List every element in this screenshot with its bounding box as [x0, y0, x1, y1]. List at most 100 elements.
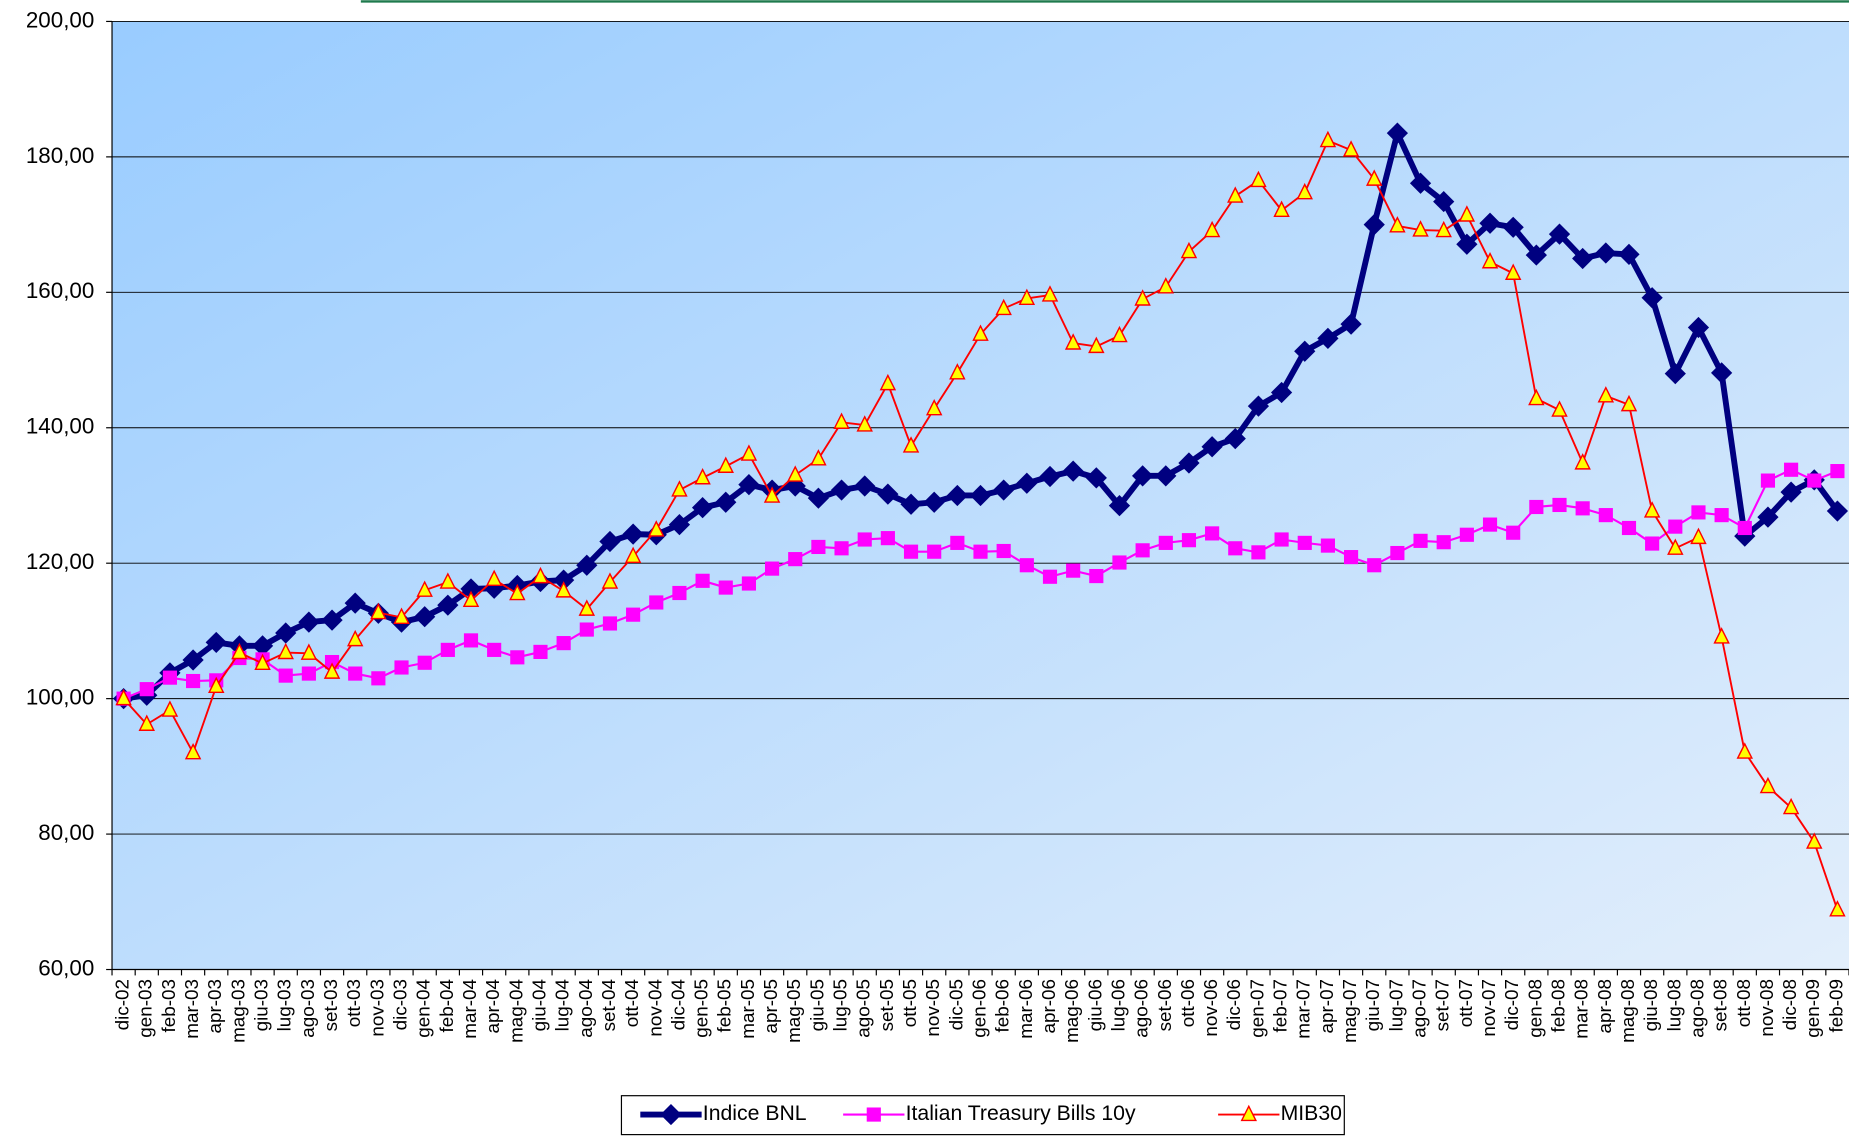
marker	[323, 662, 341, 679]
marker	[1294, 340, 1316, 362]
marker	[1155, 465, 1177, 487]
y-tick-label: 160,00	[26, 278, 94, 303]
marker	[1343, 550, 1359, 565]
x-tick-label: ott-06	[1177, 979, 1198, 1027]
marker	[648, 520, 665, 537]
marker	[1574, 453, 1591, 470]
marker	[324, 654, 340, 670]
marker	[900, 493, 922, 515]
marker	[601, 572, 619, 589]
marker	[1319, 130, 1337, 148]
marker	[1597, 386, 1615, 403]
x-tick-label: ago-04	[575, 979, 596, 1038]
legend-label: Italian Treasury Bills 10y	[906, 1102, 1136, 1125]
x-tick-label: dic-02	[112, 979, 133, 1030]
marker	[485, 569, 503, 587]
marker	[1479, 212, 1501, 234]
marker	[830, 479, 853, 501]
series	[116, 462, 1845, 706]
x-tick-label: giu-03	[251, 979, 272, 1031]
x-tick-label: feb-05	[714, 979, 735, 1032]
legend-label: MIB30	[1281, 1102, 1342, 1125]
marker	[344, 592, 366, 614]
marker	[440, 642, 455, 657]
marker	[1134, 289, 1151, 306]
y-tick-label: 120,00	[26, 549, 94, 574]
marker	[1830, 464, 1845, 479]
x-tick-label: lug-05	[830, 979, 851, 1031]
x-tick-label: gen-05	[691, 979, 712, 1038]
x-tick-label: set-05	[876, 979, 897, 1031]
x-tick-label: mar-07	[1293, 979, 1314, 1039]
x-tick-label: dic-06	[1223, 979, 1244, 1030]
x-tick-label: ott-08	[1733, 979, 1754, 1027]
marker	[879, 373, 897, 391]
marker	[300, 643, 318, 660]
marker	[1456, 233, 1478, 255]
marker	[1713, 627, 1730, 644]
x-tick-label: ott-07	[1455, 979, 1476, 1027]
marker	[1227, 186, 1244, 203]
marker	[184, 742, 202, 760]
x-tick-label: ago-03	[297, 979, 318, 1038]
marker	[1691, 505, 1706, 520]
marker	[763, 486, 781, 503]
marker	[903, 544, 919, 559]
marker	[1181, 533, 1197, 548]
marker	[1482, 517, 1498, 532]
marker	[205, 631, 227, 654]
marker	[1529, 499, 1544, 515]
marker	[1668, 519, 1683, 534]
marker	[1111, 325, 1128, 343]
x-tick-label: lug-06	[1107, 979, 1128, 1031]
marker	[579, 622, 594, 637]
x-tick-label: gen-04	[413, 979, 434, 1038]
series	[115, 130, 1846, 917]
x-tick-label: apr-08	[1594, 979, 1615, 1034]
marker	[555, 581, 572, 598]
marker	[578, 599, 596, 616]
marker	[1066, 563, 1081, 578]
marker	[1390, 545, 1405, 561]
marker	[1228, 541, 1243, 556]
marker	[1409, 172, 1432, 194]
marker	[208, 676, 225, 694]
marker	[301, 666, 316, 681]
marker	[1224, 427, 1246, 450]
marker	[857, 532, 872, 547]
marker	[925, 398, 943, 416]
x-tick-label: apr-06	[1038, 979, 1059, 1034]
marker	[1782, 797, 1800, 815]
marker	[1826, 500, 1849, 522]
marker	[1552, 497, 1567, 513]
marker	[1806, 832, 1823, 849]
marker	[1737, 520, 1752, 536]
x-tick-label: ago-06	[1131, 979, 1152, 1038]
marker	[1757, 506, 1779, 528]
x-tick-label: lug-04	[552, 979, 573, 1031]
x-tick-label: mag-03	[227, 979, 248, 1043]
marker	[138, 714, 155, 731]
marker	[1459, 527, 1474, 542]
marker	[298, 611, 320, 633]
legend-marker	[866, 1107, 881, 1122]
legend-marker	[1240, 1104, 1258, 1122]
y-tick-label: 80,00	[38, 820, 94, 845]
x-tick-label: ott-03	[343, 979, 364, 1027]
marker	[161, 700, 179, 717]
marker	[321, 609, 343, 631]
x-tick-label: set-08	[1710, 979, 1731, 1031]
marker	[1340, 313, 1362, 335]
marker	[1643, 501, 1661, 518]
marker	[251, 635, 274, 657]
marker	[1575, 501, 1590, 516]
marker	[162, 670, 177, 685]
marker	[439, 572, 457, 589]
x-tick-label: dic-03	[390, 979, 411, 1030]
marker	[1829, 900, 1846, 917]
marker	[765, 561, 780, 576]
x-tick-label: lug-07	[1385, 979, 1406, 1031]
marker	[532, 566, 549, 584]
marker	[599, 530, 621, 553]
marker	[622, 523, 644, 545]
